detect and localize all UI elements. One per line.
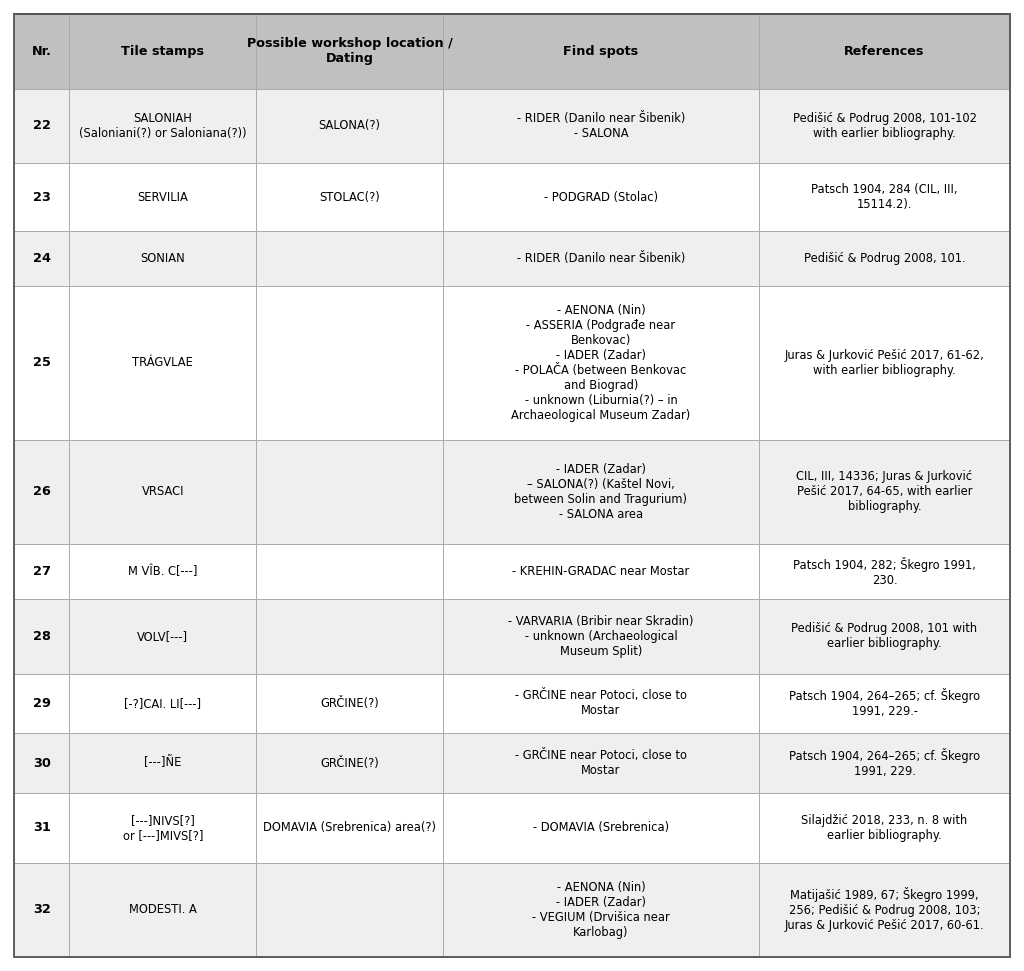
Text: 31: 31	[33, 821, 50, 834]
Text: - AENONA (Nin)
- ASSERIA (Podgrađe near
Benkovac)
- IADER (Zadar)
- POLAČA (betw: - AENONA (Nin) - ASSERIA (Podgrađe near …	[511, 304, 690, 421]
Text: VOLV[---]: VOLV[---]	[137, 630, 188, 643]
Bar	[14, 599, 1010, 674]
Text: 22: 22	[33, 119, 51, 132]
Text: 28: 28	[33, 630, 50, 643]
Text: [-?]CAI. LI[---]: [-?]CAI. LI[---]	[124, 697, 202, 710]
Text: - PODGRAD (Stolac): - PODGRAD (Stolac)	[544, 190, 658, 204]
Text: [---]NIVS[?]
or [---]MIVS[?]: [---]NIVS[?] or [---]MIVS[?]	[123, 814, 203, 842]
Text: 23: 23	[33, 190, 50, 204]
Text: SONIAN: SONIAN	[140, 251, 185, 265]
Text: - IADER (Zadar)
– SALONA(?) (Kaštel Novi,
between Solin and Tragurium)
- SALONA : - IADER (Zadar) – SALONA(?) (Kaštel Novi…	[514, 463, 687, 521]
Text: Juras & Jurković Pešić 2017, 61-62,
with earlier bibliography.: Juras & Jurković Pešić 2017, 61-62, with…	[784, 349, 984, 377]
Text: Pedišić & Podrug 2008, 101-102
with earlier bibliography.: Pedišić & Podrug 2008, 101-102 with earl…	[793, 112, 977, 140]
Bar	[14, 231, 1010, 285]
Bar	[14, 88, 1010, 163]
Text: 32: 32	[33, 903, 50, 917]
Text: - GRČINE near Potoci, close to
Mostar: - GRČINE near Potoci, close to Mostar	[515, 749, 687, 777]
Text: CIL, III, 14336; Juras & Jurković
Pešić 2017, 64-65, with earlier
bibliography.: CIL, III, 14336; Juras & Jurković Pešić …	[797, 471, 973, 514]
Bar	[14, 285, 1010, 440]
Bar	[14, 440, 1010, 544]
Bar	[14, 163, 1010, 231]
Text: GRČINE(?): GRČINE(?)	[321, 756, 379, 770]
Text: Tile stamps: Tile stamps	[121, 45, 205, 58]
Text: 25: 25	[33, 356, 50, 369]
Bar	[14, 544, 1010, 599]
Text: - RIDER (Danilo near Šibenik)
- SALONA: - RIDER (Danilo near Šibenik) - SALONA	[517, 112, 685, 140]
Bar	[14, 793, 1010, 862]
Text: Pedišić & Podrug 2008, 101.: Pedišić & Podrug 2008, 101.	[804, 251, 966, 265]
Text: Nr.: Nr.	[32, 45, 51, 58]
Bar	[14, 14, 1010, 88]
Text: - VARVARIA (Bribir near Skradin)
- unknown (Archaeological
Museum Split): - VARVARIA (Bribir near Skradin) - unkno…	[508, 615, 693, 657]
Text: - GRČINE near Potoci, close to
Mostar: - GRČINE near Potoci, close to Mostar	[515, 689, 687, 718]
Text: DOMAVIA (Srebrenica) area(?): DOMAVIA (Srebrenica) area(?)	[263, 821, 436, 834]
Text: GRČINE(?): GRČINE(?)	[321, 697, 379, 710]
Bar	[14, 733, 1010, 793]
Text: Find spots: Find spots	[563, 45, 639, 58]
Text: SERVILIA: SERVILIA	[137, 190, 188, 204]
Text: Pedišić & Podrug 2008, 101 with
earlier bibliography.: Pedišić & Podrug 2008, 101 with earlier …	[792, 622, 978, 651]
Text: SALONIAH
(Saloniani(?) or Saloniana(?)): SALONIAH (Saloniani(?) or Saloniana(?))	[79, 112, 247, 140]
Text: 29: 29	[33, 697, 51, 710]
Bar	[14, 862, 1010, 957]
Text: TRÁGVLAE: TRÁGVLAE	[132, 356, 194, 369]
Text: MODESTI. A: MODESTI. A	[129, 903, 197, 917]
Text: Patsch 1904, 284 (CIL, III,
15114.2).: Patsch 1904, 284 (CIL, III, 15114.2).	[811, 183, 957, 211]
Text: [---]ÑE: [---]ÑE	[144, 756, 181, 770]
Text: Patsch 1904, 264–265; cf. Škegro
1991, 229.: Patsch 1904, 264–265; cf. Škegro 1991, 2…	[788, 748, 980, 778]
Text: References: References	[845, 45, 925, 58]
Text: Patsch 1904, 264–265; cf. Škegro
1991, 229.-: Patsch 1904, 264–265; cf. Škegro 1991, 2…	[788, 688, 980, 719]
Text: SALONA(?): SALONA(?)	[318, 119, 381, 132]
Text: - AENONA (Nin)
- IADER (Zadar)
- VEGIUM (Drvišica near
Karlobag): - AENONA (Nin) - IADER (Zadar) - VEGIUM …	[532, 881, 670, 939]
Text: STOLAC(?): STOLAC(?)	[319, 190, 380, 204]
Text: 27: 27	[33, 565, 51, 578]
Text: - DOMAVIA (Srebrenica): - DOMAVIA (Srebrenica)	[532, 821, 669, 834]
Text: M VÎB. C[---]: M VÎB. C[---]	[128, 565, 198, 578]
Text: Possible workshop location /
Dating: Possible workshop location / Dating	[247, 37, 453, 65]
Text: Patsch 1904, 282; Škegro 1991,
230.: Patsch 1904, 282; Škegro 1991, 230.	[794, 556, 976, 586]
Text: Matijašić 1989, 67; Škegro 1999,
256; Pedišić & Podrug 2008, 103;
Juras & Jurkov: Matijašić 1989, 67; Škegro 1999, 256; Pe…	[784, 887, 984, 932]
Text: 30: 30	[33, 756, 50, 770]
Text: 24: 24	[33, 251, 51, 265]
Bar	[14, 674, 1010, 733]
Text: Silajdžić 2018, 233, n. 8 with
earlier bibliography.: Silajdžić 2018, 233, n. 8 with earlier b…	[802, 814, 968, 842]
Text: - RIDER (Danilo near Šibenik): - RIDER (Danilo near Šibenik)	[517, 251, 685, 265]
Text: VRSACI: VRSACI	[141, 486, 184, 498]
Text: - KREHIN-GRADAC near Mostar: - KREHIN-GRADAC near Mostar	[512, 565, 689, 578]
Text: 26: 26	[33, 486, 50, 498]
